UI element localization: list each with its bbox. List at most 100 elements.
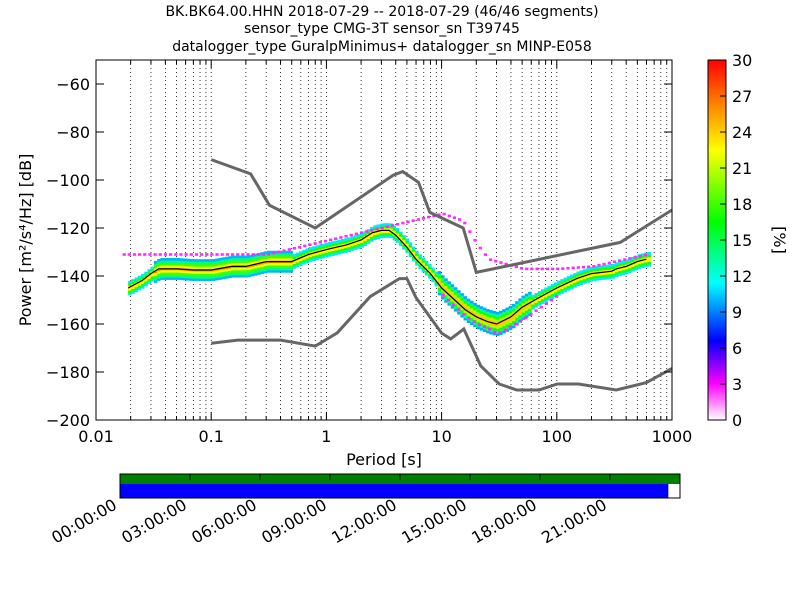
- pdf-cell: [182, 265, 187, 269]
- pdf-cell: [382, 230, 387, 234]
- pdf-cell: [634, 265, 639, 268]
- pdf-cell-low: [498, 331, 502, 334]
- pdf-cell: [631, 264, 635, 267]
- pdf-cell: [189, 261, 193, 265]
- pdf-cell: [473, 302, 477, 306]
- pdf-cell: [134, 287, 139, 290]
- pdf-cell: [608, 273, 613, 277]
- pdf-cell: [631, 266, 635, 270]
- pdf-cell-low: [230, 253, 235, 256]
- pdf-cell: [379, 228, 384, 232]
- pdf-cell: [292, 263, 297, 267]
- pdf-cell: [589, 267, 593, 270]
- pdf-cell: [166, 277, 171, 280]
- pdf-cell: [495, 321, 500, 325]
- pdf-cell: [457, 295, 461, 298]
- pdf-cell-low: [457, 308, 461, 311]
- pdf-cell-low: [163, 253, 168, 256]
- pdf-cell: [160, 272, 164, 276]
- pdf-cell-low: [442, 212, 446, 216]
- pdf-cell-low: [401, 221, 405, 225]
- pdf-cell: [453, 289, 458, 293]
- pdf-cell: [370, 239, 374, 242]
- pdf-cell: [405, 248, 410, 251]
- pdf-cell: [560, 286, 564, 290]
- pdf-cell: [424, 270, 429, 274]
- pdf-cell: [576, 278, 580, 282]
- pdf-cell: [237, 255, 242, 259]
- pdf-cell: [495, 311, 500, 315]
- pdf-cell-low: [199, 253, 204, 256]
- pdf-cell: [270, 265, 274, 268]
- pdf-cell: [463, 296, 468, 299]
- pdf-cell: [489, 322, 493, 325]
- pdf-cell: [157, 278, 161, 281]
- pdf-cell: [521, 295, 526, 299]
- x-tick-label: 0.1: [198, 427, 223, 446]
- pdf-cell: [205, 271, 210, 274]
- pdf-cell: [628, 267, 632, 271]
- pdf-cell-low: [597, 263, 601, 267]
- pdf-cell: [276, 253, 281, 256]
- pdf-cell: [305, 258, 310, 261]
- pdf-cell: [215, 270, 219, 274]
- pdf-cell: [492, 313, 497, 317]
- pdf-cell: [182, 272, 187, 276]
- pdf-cell: [173, 258, 177, 261]
- pdf-cell: [521, 300, 526, 304]
- pdf-cell: [547, 293, 551, 296]
- pdf-cell: [486, 318, 490, 322]
- pdf-cell: [466, 308, 471, 311]
- pdf-cell: [379, 233, 384, 236]
- pdf-cell: [337, 239, 342, 243]
- pdf-cell: [515, 313, 519, 316]
- pdf-cell: [424, 263, 429, 266]
- pdf-cell: [153, 268, 158, 271]
- pdf-cell: [199, 264, 203, 267]
- pdf-cell-low: [514, 265, 519, 269]
- pdf-cell: [450, 301, 455, 304]
- x-tick-label: 0.01: [78, 427, 114, 446]
- pdf-cell: [334, 245, 339, 248]
- pdf-cell: [344, 250, 348, 253]
- pdf-cell: [221, 259, 226, 263]
- pdf-cell: [292, 266, 297, 269]
- pdf-cell: [524, 300, 529, 304]
- pdf-cell: [292, 254, 297, 257]
- pdf-cell: [189, 273, 193, 277]
- pdf-cell: [392, 228, 397, 231]
- pdf-cell: [347, 244, 351, 248]
- pdf-cell: [270, 270, 274, 273]
- pdf-cell: [615, 262, 619, 265]
- pdf-cell: [324, 242, 329, 246]
- pdf-cell: [215, 275, 219, 278]
- pdf-cell: [524, 293, 529, 297]
- pdf-cell: [447, 300, 451, 304]
- pdf-cell: [266, 262, 271, 266]
- pdf-cell: [447, 302, 451, 306]
- pdf-cell: [282, 250, 287, 254]
- pdf-cell: [408, 254, 413, 258]
- pdf-cell: [341, 243, 345, 247]
- pdf-cell: [408, 249, 413, 253]
- pdf-cell-low: [298, 245, 302, 249]
- pdf-cell: [444, 299, 448, 303]
- pdf-cell: [163, 270, 168, 273]
- colorbar-tick-label: 0: [732, 411, 742, 430]
- pdf-cell: [389, 235, 393, 239]
- pdf-cell: [331, 246, 335, 249]
- pdf-cell: [331, 248, 335, 252]
- pdf-cell: [434, 281, 439, 284]
- pdf-cell: [428, 264, 432, 267]
- pdf-cell: [302, 257, 306, 260]
- pdf-cell: [153, 270, 158, 274]
- pdf-cell-low: [323, 239, 328, 243]
- pdf-cell: [482, 322, 487, 325]
- pdf-cell: [457, 304, 461, 308]
- pdf-cell: [595, 270, 600, 274]
- pdf-cell: [534, 292, 539, 296]
- pdf-cell: [208, 273, 213, 277]
- pdf-cell-low: [508, 325, 512, 329]
- pdf-cell: [418, 263, 422, 267]
- pdf-cell: [479, 308, 484, 312]
